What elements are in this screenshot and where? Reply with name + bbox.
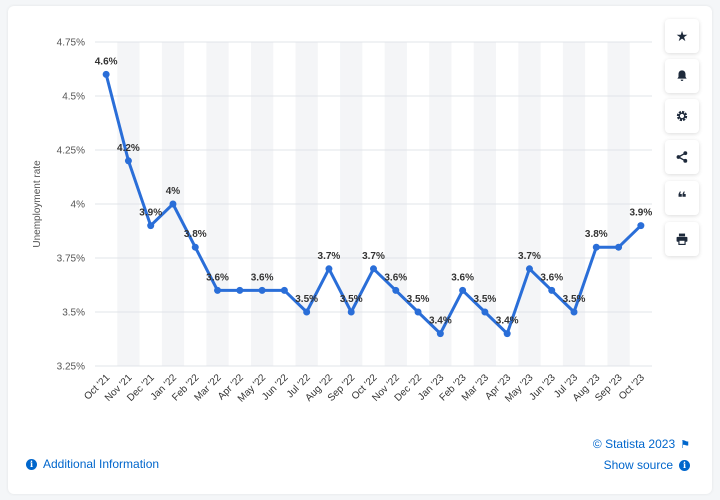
show-source-label: Show source bbox=[603, 458, 673, 472]
additional-information-label: Additional Information bbox=[43, 457, 160, 471]
data-label: 3.8% bbox=[184, 229, 207, 240]
data-label: 3.6% bbox=[384, 272, 407, 283]
flag-icon: ⚑ bbox=[680, 438, 690, 451]
data-point bbox=[124, 157, 132, 165]
data-point bbox=[280, 286, 288, 294]
data-point bbox=[214, 286, 222, 294]
data-point bbox=[592, 243, 600, 251]
data-label: 3.7% bbox=[518, 251, 541, 262]
data-label: 3.9% bbox=[629, 208, 652, 219]
additional-information-link[interactable]: i Additional Information bbox=[26, 457, 159, 471]
copyright-label: © Statista 2023 bbox=[592, 437, 676, 451]
data-label: 3.6% bbox=[206, 272, 229, 283]
notification-button[interactable] bbox=[665, 59, 699, 93]
y-tick-label: 4.25% bbox=[57, 146, 85, 157]
data-point bbox=[258, 286, 266, 294]
y-tick-label: 4.75% bbox=[57, 38, 85, 49]
y-tick-label: 3.75% bbox=[57, 254, 85, 265]
bell-icon bbox=[677, 70, 687, 81]
data-point bbox=[191, 243, 199, 251]
print-button[interactable] bbox=[665, 222, 699, 256]
y-tick-label: 3.5% bbox=[62, 308, 85, 319]
show-source-link[interactable]: Show source i bbox=[604, 458, 690, 472]
data-point bbox=[525, 265, 533, 273]
y-tick-label: 4% bbox=[71, 200, 86, 211]
data-label: 3.7% bbox=[318, 251, 341, 262]
share-icon bbox=[676, 151, 688, 163]
data-point bbox=[637, 222, 645, 230]
data-point bbox=[303, 308, 311, 316]
data-label: 3.5% bbox=[474, 294, 497, 305]
favorite-button[interactable]: ★ bbox=[665, 19, 699, 53]
data-label: 3.4% bbox=[496, 316, 519, 327]
data-point bbox=[503, 330, 511, 338]
cite-button[interactable]: ❝ bbox=[665, 181, 699, 215]
data-point bbox=[481, 308, 489, 316]
data-label: 3.9% bbox=[139, 208, 162, 219]
data-label: 4.2% bbox=[117, 143, 140, 154]
y-tick-label: 3.25% bbox=[57, 362, 85, 373]
data-label: 3.4% bbox=[429, 316, 452, 327]
share-button[interactable] bbox=[665, 140, 699, 174]
data-label: 3.5% bbox=[563, 294, 586, 305]
data-label: 4% bbox=[166, 186, 181, 197]
data-label: 3.7% bbox=[362, 251, 385, 262]
data-point bbox=[615, 243, 623, 251]
data-point bbox=[236, 286, 244, 294]
data-point bbox=[392, 286, 400, 294]
data-label: 3.6% bbox=[540, 272, 563, 283]
data-label: 3.6% bbox=[451, 272, 474, 283]
data-point bbox=[570, 308, 578, 316]
star-icon: ★ bbox=[675, 27, 689, 44]
data-point bbox=[414, 308, 422, 316]
data-point bbox=[169, 200, 177, 208]
quote-icon: ❝ bbox=[677, 190, 687, 207]
data-label: 3.5% bbox=[295, 294, 318, 305]
info-icon: i bbox=[679, 459, 690, 471]
data-point bbox=[347, 308, 355, 316]
data-label: 3.6% bbox=[251, 272, 274, 283]
print-icon bbox=[676, 233, 688, 245]
data-point bbox=[325, 265, 333, 273]
x-tick-label: Oct '23 bbox=[617, 372, 647, 402]
data-point bbox=[459, 286, 467, 294]
statista-copyright-link[interactable]: © Statista 2023 ⚑ bbox=[593, 437, 690, 451]
data-label: 3.5% bbox=[340, 294, 363, 305]
info-icon: i bbox=[26, 458, 37, 470]
gear-icon bbox=[676, 110, 688, 122]
data-point bbox=[147, 222, 155, 230]
y-axis-label: Unemployment rate bbox=[32, 160, 43, 248]
data-point bbox=[548, 286, 556, 294]
settings-button[interactable] bbox=[665, 99, 699, 133]
data-label: 3.5% bbox=[407, 294, 430, 305]
data-label: 4.6% bbox=[95, 56, 118, 67]
data-point bbox=[102, 70, 110, 78]
data-point bbox=[436, 330, 444, 338]
y-tick-label: 4.5% bbox=[62, 92, 85, 103]
data-label: 3.8% bbox=[585, 229, 608, 240]
data-point bbox=[370, 265, 377, 273]
